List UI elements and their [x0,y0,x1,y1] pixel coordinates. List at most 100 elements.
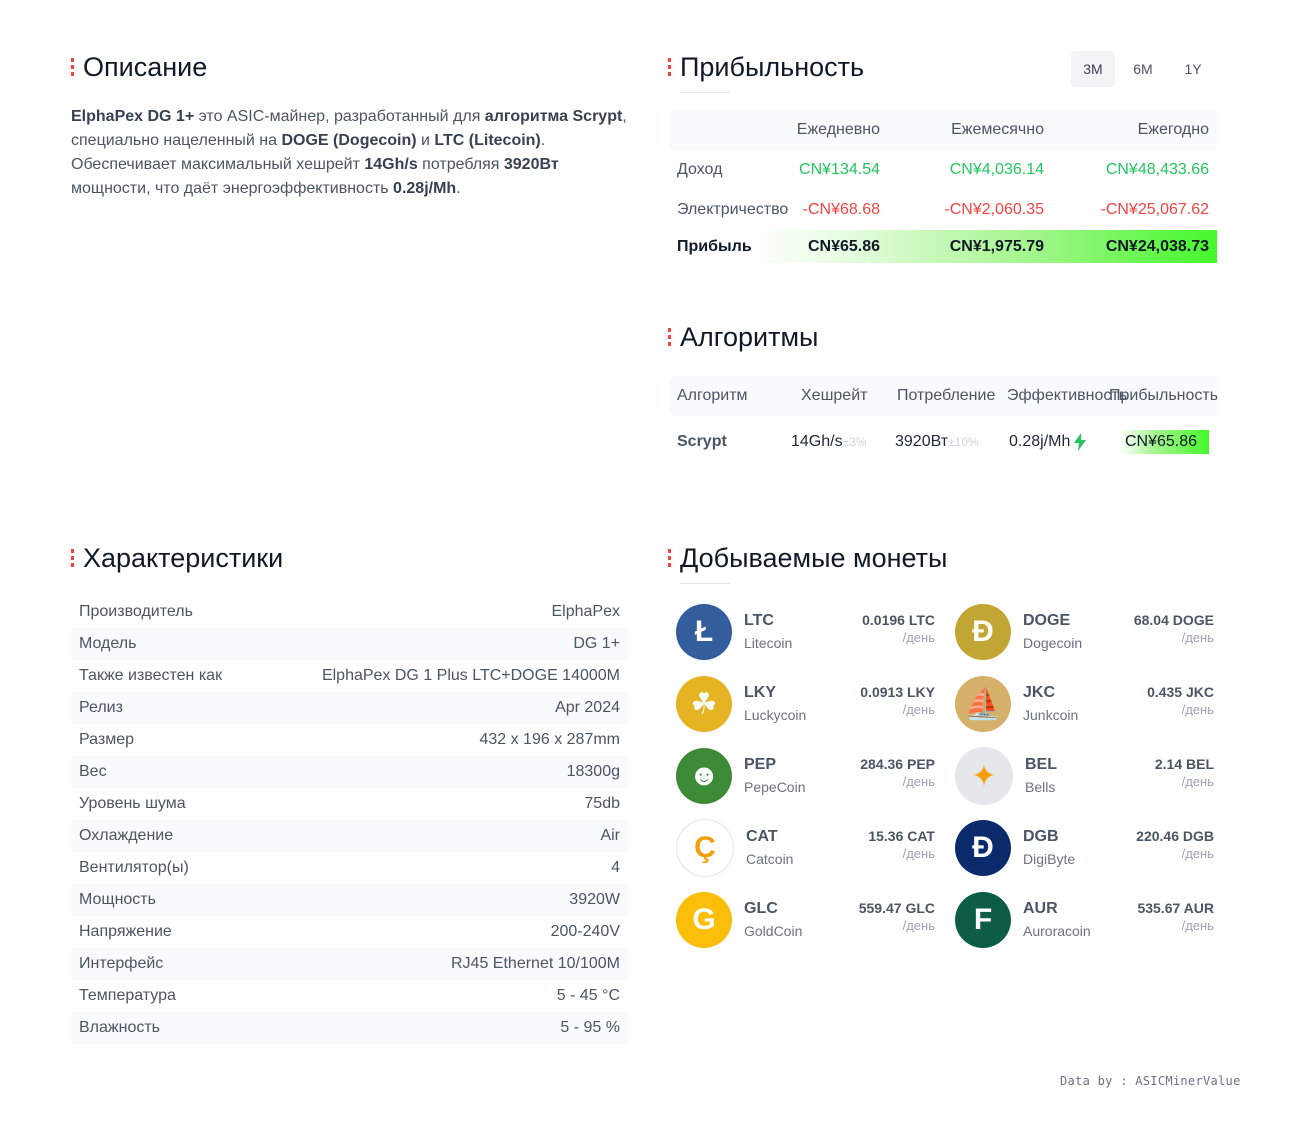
per-day-label: /день [902,846,935,861]
per-day-label: /день [902,630,935,645]
spec-value: 200-240V [550,923,620,940]
coin-item[interactable]: Ð DGB DigiByte 220.46 DGB/день [955,820,1214,876]
spec-label: Напряжение [79,923,172,940]
coin-name: PepeCoin [744,779,806,795]
electricity-daily: -CN¥68.68 [802,201,880,218]
catcoin-logo-icon: Ç [676,819,734,877]
electricity-row: Электричество -CN¥68.68 -CN¥2,060.35 -CN… [669,190,1217,230]
income-monthly: CN¥4,036.14 [949,161,1044,178]
description-text: ElphaPex DG 1+ это ASIC-майнер, разработ… [71,105,631,201]
per-day-label: /день [1181,846,1214,861]
spec-label: Интерфейс [79,955,164,972]
coin-item[interactable]: ⛵ JKC Junkcoin 0.435 JKC/день [955,676,1214,732]
header-daily: Ежедневно [796,121,880,138]
income-row: Доход CN¥134.54 CN¥4,036.14 CN¥48,433.66 [669,150,1217,190]
coin-glyph: ☻ [688,759,720,792]
coin-symbol: LTC [744,612,774,629]
goldcoin-logo-icon: G [676,892,732,948]
spec-row: Модель DG 1+ [71,628,628,660]
income-yearly: CN¥48,433.66 [1105,161,1209,178]
description-highlight: DOGE (Dogecoin) [281,132,417,149]
coin-glyph: Ð [972,831,994,864]
data-source-credit: Data by : ASICMinerValue [1060,1074,1241,1088]
description-fragment: . Обеспечивает максимальный хешрейт [71,132,546,173]
profit-row: Прибыль CN¥65.86 CN¥1,975.79 CN¥24,038.7… [669,230,1217,263]
spec-row: Влажность 5 - 95 % [71,1012,628,1044]
coin-names: LKY Luckycoin [744,682,806,726]
coin-item[interactable]: ✦ BEL Bells 2.14 BEL/день [955,747,1214,805]
coin-item[interactable]: F AUR Auroracoin 535.67 AUR/день [955,892,1214,948]
spec-row: Температура 5 - 45 °C [71,980,628,1012]
coin-glyph: G [692,903,716,936]
spec-label: Также известен как [79,667,223,684]
coin-daily-amount: 68.04 DOGE [1133,612,1214,628]
per-day-label: /день [902,702,935,717]
coin-name: GoldCoin [744,923,803,939]
electricity-yearly: -CN¥25,067.62 [1100,201,1209,218]
spec-value: Air [600,827,620,844]
spec-row: Вентилятор(ы) 4 [71,852,628,884]
coin-item[interactable]: ☘ LKY Luckycoin 0.0913 LKY/день [676,676,935,732]
auroracoin-logo-icon: F [955,892,1011,948]
coin-amount: 0.0196 LTC/день [862,612,935,648]
coin-names: JKC Junkcoin [1023,682,1078,726]
description-fragment: и [416,132,435,149]
spec-value: 5 - 95 % [560,1019,620,1036]
income-daily: CN¥134.54 [799,161,880,178]
spec-value: 432 x 196 x 287mm [479,731,620,748]
coin-glyph: ⛵ [964,687,1002,721]
algorithm-row: Scrypt 14Gh/s±3% 3920Вт±10% 0.28j/Mh CN¥… [669,418,1217,466]
table-header: Алгоритм Хешрейт Потребление Эффективнос… [669,376,1218,416]
title-underline [680,92,730,93]
coin-symbol: LKY [744,684,776,701]
luckycoin-logo-icon: ☘ [676,676,732,732]
coin-amount: 0.435 JKC/день [1147,684,1214,720]
description-title: Описание [71,52,207,83]
coin-amount: 284.36 PEP/день [860,756,935,792]
spec-row: Релиз Apr 2024 [71,692,628,724]
section-marker-icon [668,57,671,78]
coin-names: PEP PepeCoin [744,754,806,798]
coin-symbol: CAT [746,828,778,845]
coin-amount: 220.46 DGB/день [1136,828,1214,864]
coin-names: LTC Litecoin [744,610,792,654]
description-fragment: . [456,180,461,197]
header-yearly: Ежегодно [1137,121,1209,138]
coin-item[interactable]: Ł LTC Litecoin 0.0196 LTC/день [676,604,935,660]
algorithms-title: Алгоритмы [668,322,818,353]
description-highlight: ElphaPex DG 1+ [71,108,195,125]
tab-1y[interactable]: 1Y [1184,61,1202,77]
spec-value: 18300g [566,763,620,780]
spec-label: Модель [79,635,137,652]
description-highlight: 14Gh/s [364,156,418,173]
spec-label: Температура [79,987,176,1004]
algorithms-table: Алгоритм Хешрейт Потребление Эффективнос… [669,376,1218,466]
profit-daily: CN¥65.86 [807,237,880,255]
per-day-label: /день [1181,630,1214,645]
description-highlight: алгоритма Scrypt [484,108,623,125]
coin-item[interactable]: Ç CAT Catcoin 15.36 CAT/день [676,819,935,877]
spec-value: ElphaPex DG 1 Plus LTC+DOGE 14000M [321,667,620,684]
per-day-label: /день [902,918,935,933]
spec-label: Вентилятор(ы) [79,859,189,876]
coin-glyph: F [973,903,993,936]
coin-amount: 68.04 DOGE/день [1134,612,1214,648]
coin-item[interactable]: ☻ PEP PepeCoin 284.36 PEP/день [676,748,935,804]
coin-item[interactable]: G GLC GoldCoin 559.47 GLC/день [676,892,935,948]
profit-yearly: CN¥24,038.73 [1105,237,1209,255]
spec-row: Интерфейс RJ45 Ethernet 10/100M [71,948,628,980]
coin-names: AUR Auroracoin [1023,898,1091,942]
tab-6m[interactable]: 6M [1133,61,1153,77]
coin-names: CAT Catcoin [746,826,793,870]
spec-row: Напряжение 200-240V [71,916,628,948]
coin-daily-amount: 220.46 DGB [1136,828,1214,844]
description-highlight: LTC (Litecoin) [434,132,541,149]
coin-glyph: Ð [972,615,994,648]
algorithm-hashrate: 14Gh/s±3% [791,433,867,450]
coin-name: Bells [1025,779,1056,795]
tab-3m[interactable]: 3M [1071,51,1115,87]
coin-item[interactable]: Ð DOGE Dogecoin 68.04 DOGE/день [955,604,1214,660]
coin-name: Litecoin [744,635,793,651]
coin-amount: 0.0913 LKY/день [860,684,935,720]
lightning-icon [1074,433,1087,451]
